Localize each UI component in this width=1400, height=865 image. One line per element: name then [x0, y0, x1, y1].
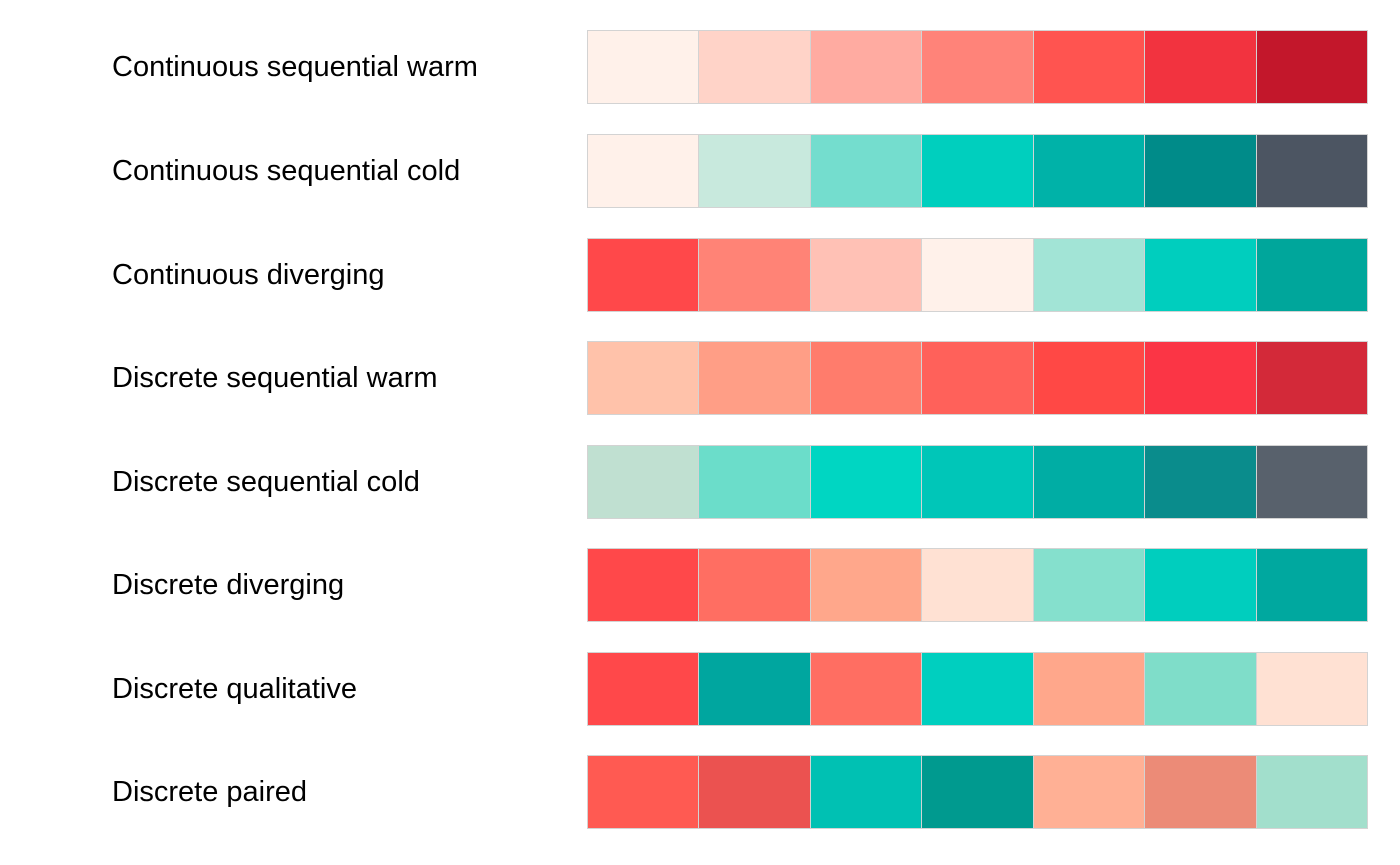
color-swatch: [810, 653, 922, 725]
color-swatch: [1033, 239, 1145, 311]
swatch-strip: [587, 134, 1368, 208]
palette-label: Discrete sequential cold: [112, 466, 420, 498]
color-swatch: [810, 446, 922, 518]
swatch-strip: [587, 445, 1368, 519]
color-swatch: [922, 135, 1033, 207]
color-swatch: [1256, 549, 1367, 621]
swatch-strip: [587, 341, 1368, 415]
swatch-strip: [587, 548, 1368, 622]
palette-label: Continuous sequential warm: [112, 51, 478, 83]
color-swatch: [810, 756, 922, 828]
color-swatch: [922, 239, 1033, 311]
palette-row: Discrete sequential cold: [0, 445, 1400, 519]
palette-row: Continuous sequential warm: [0, 30, 1400, 104]
palette-row: Continuous sequential cold: [0, 134, 1400, 208]
color-swatch: [699, 446, 810, 518]
swatch-strip: [587, 238, 1368, 312]
color-swatch: [1145, 549, 1256, 621]
color-swatch: [699, 239, 810, 311]
color-swatch: [588, 446, 699, 518]
color-swatch: [1145, 756, 1256, 828]
color-swatch: [1033, 549, 1145, 621]
color-swatch: [810, 135, 922, 207]
color-swatch: [588, 239, 699, 311]
swatch-strip: [587, 652, 1368, 726]
color-swatch: [922, 756, 1033, 828]
color-swatch: [1256, 31, 1367, 103]
color-swatch: [588, 549, 699, 621]
color-swatch: [588, 756, 699, 828]
palette-row: Discrete sequential warm: [0, 341, 1400, 415]
color-swatch: [1033, 31, 1145, 103]
color-swatch: [810, 31, 922, 103]
color-swatch: [1145, 239, 1256, 311]
color-swatch: [699, 549, 810, 621]
color-swatch: [1145, 342, 1256, 414]
palette-label: Continuous sequential cold: [112, 155, 461, 187]
color-swatch: [922, 31, 1033, 103]
color-swatch: [1145, 31, 1256, 103]
color-swatch: [699, 756, 810, 828]
palette-row: Discrete diverging: [0, 548, 1400, 622]
color-swatch: [1256, 135, 1367, 207]
color-swatch: [1256, 342, 1367, 414]
color-swatch: [1256, 239, 1367, 311]
color-swatch: [1256, 756, 1367, 828]
color-swatch: [922, 446, 1033, 518]
color-swatch: [1145, 446, 1256, 518]
palette-row: Discrete paired: [0, 755, 1400, 829]
color-swatch: [922, 342, 1033, 414]
color-swatch: [699, 653, 810, 725]
palette-label: Discrete diverging: [112, 569, 345, 601]
palette-row: Discrete qualitative: [0, 652, 1400, 726]
color-swatch: [1033, 756, 1145, 828]
swatch-strip: [587, 30, 1368, 104]
color-swatch: [1033, 342, 1145, 414]
color-swatch: [699, 342, 810, 414]
palette-label: Discrete sequential warm: [112, 362, 438, 394]
color-swatch: [810, 549, 922, 621]
color-swatch: [810, 342, 922, 414]
color-swatch: [588, 342, 699, 414]
swatch-strip: [587, 755, 1368, 829]
color-swatch: [699, 135, 810, 207]
color-swatch: [1145, 653, 1256, 725]
color-swatch: [1256, 446, 1367, 518]
palette-label: Discrete paired: [112, 776, 308, 808]
color-swatch: [1033, 446, 1145, 518]
palette-label: Continuous diverging: [112, 259, 385, 291]
color-swatch: [810, 239, 922, 311]
color-swatch: [1033, 653, 1145, 725]
color-swatch: [588, 135, 699, 207]
color-swatch: [1033, 135, 1145, 207]
color-swatch: [1145, 135, 1256, 207]
palette-row: Continuous diverging: [0, 238, 1400, 312]
color-swatch: [922, 549, 1033, 621]
color-swatch: [588, 31, 699, 103]
color-swatch: [699, 31, 810, 103]
color-swatch: [588, 653, 699, 725]
color-swatch: [1256, 653, 1367, 725]
color-swatch: [922, 653, 1033, 725]
palette-label: Discrete qualitative: [112, 673, 357, 705]
